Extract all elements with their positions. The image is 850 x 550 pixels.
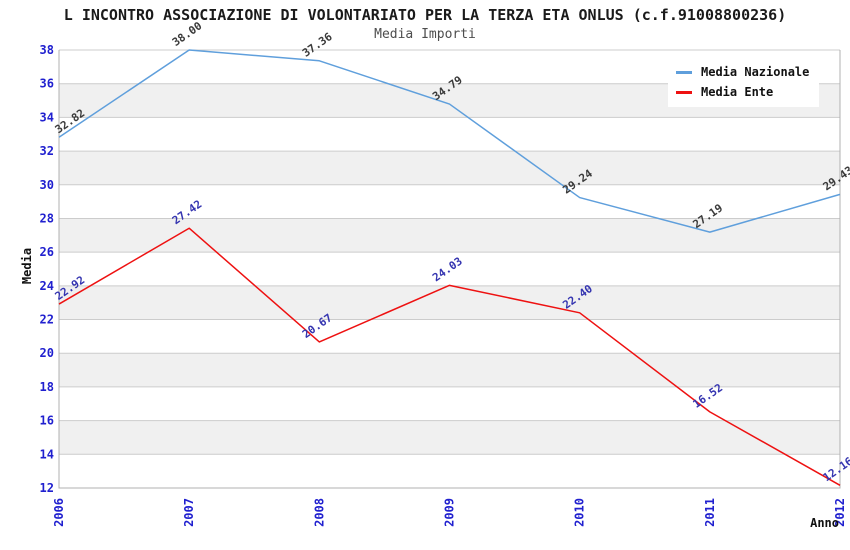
y-tick-label: 22 — [40, 313, 54, 327]
y-tick-label: 14 — [40, 447, 54, 461]
plot-band — [59, 386, 840, 421]
y-tick-label: 18 — [40, 380, 54, 394]
plot-band — [59, 285, 840, 320]
legend-item-media-nazionale: Media Nazionale — [676, 62, 809, 82]
x-axis-title: Anno — [810, 516, 839, 530]
x-tick-label: 2008 — [312, 498, 326, 527]
y-tick-label: 28 — [40, 211, 54, 225]
series-line-media-ente — [58, 227, 841, 486]
plot-band — [59, 184, 840, 219]
y-tick-label: 20 — [40, 346, 54, 360]
y-tick-label: 16 — [40, 414, 54, 428]
plot-border — [58, 50, 841, 489]
y-tick-label: 32 — [40, 144, 54, 158]
y-tick-label: 24 — [40, 279, 54, 293]
legend-label-media-nazionale: Media Nazionale — [701, 65, 810, 79]
x-tick-label: 2010 — [573, 498, 587, 527]
plot-band — [59, 420, 840, 455]
plot-band — [59, 218, 840, 253]
data-label: 38.00 — [170, 19, 205, 49]
x-tick-label: 2007 — [182, 498, 196, 527]
plot-band — [59, 319, 840, 354]
plot-band — [59, 151, 840, 185]
y-tick-label: 34 — [40, 110, 54, 124]
x-tick-label: 2006 — [52, 498, 66, 527]
plot-band — [59, 252, 840, 286]
y-tick-label: 38 — [40, 43, 54, 57]
legend-marker-media-nazionale-icon — [676, 70, 692, 74]
x-tick-label: 2012 — [833, 498, 847, 527]
chart-title: L INCONTRO ASSOCIAZIONE DI VOLONTARIATO … — [63, 6, 787, 24]
y-tick-label: 30 — [40, 178, 54, 192]
y-tick-label: 36 — [40, 77, 54, 91]
x-tick-label: 2009 — [443, 498, 457, 527]
legend-label-media-ente: Media Ente — [701, 85, 774, 99]
series-line-media-nazionale — [58, 49, 841, 233]
legend: Media Nazionale Media Ente — [668, 57, 820, 107]
legend-item-media-ente: Media Ente — [676, 82, 809, 102]
legend-marker-media-ente-icon — [676, 90, 692, 94]
chart-subtitle: Media Importi — [374, 27, 476, 42]
y-tick-label: 12 — [40, 481, 54, 495]
plot-band — [59, 117, 840, 152]
y-axis-title: Media — [20, 248, 34, 284]
x-tick-label: 2011 — [703, 498, 717, 527]
plot-band — [59, 353, 840, 387]
y-tick-label: 26 — [40, 245, 54, 259]
plot-band — [59, 454, 840, 488]
